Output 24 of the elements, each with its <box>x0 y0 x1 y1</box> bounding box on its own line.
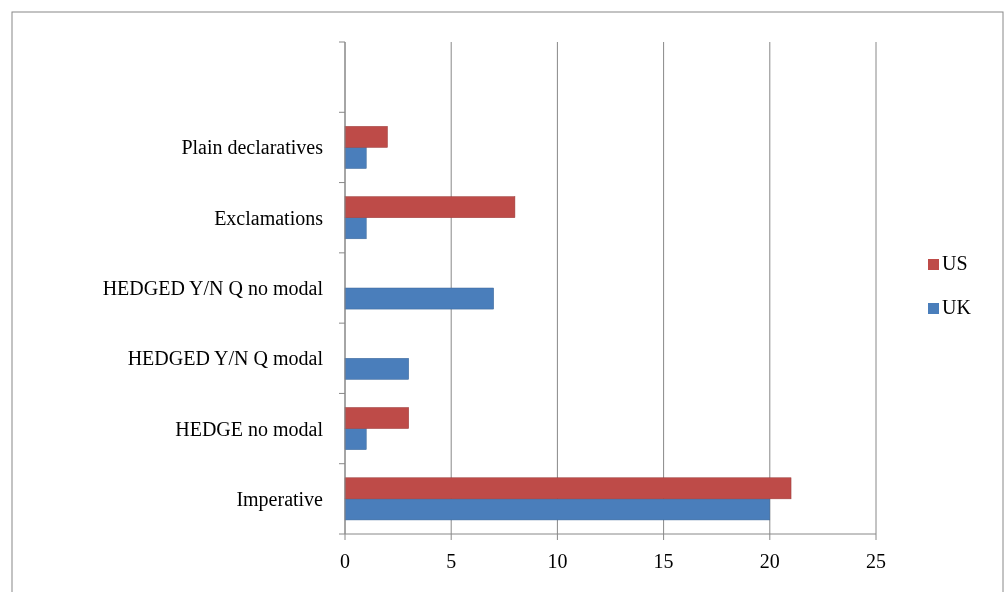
y-tick-label: Imperative <box>236 487 324 511</box>
x-tick-label: 10 <box>547 550 568 572</box>
bar <box>344 287 494 310</box>
y-tick-label: HEDGE no modal <box>175 417 324 440</box>
legend-label: UK <box>942 296 972 318</box>
x-tick-label: 5 <box>446 550 457 572</box>
bar <box>344 358 409 380</box>
bar <box>344 477 792 500</box>
bar <box>344 126 388 148</box>
x-tick-label: 25 <box>866 550 886 572</box>
y-tick-label: Exclamations <box>214 206 324 229</box>
bar <box>344 147 367 169</box>
bar <box>344 498 771 521</box>
x-tick-label: 20 <box>759 550 780 572</box>
bar <box>344 428 367 450</box>
x-tick-label: 15 <box>653 550 674 572</box>
bar <box>344 196 516 218</box>
bar <box>344 407 409 429</box>
y-tick-label: HEDGED Y/N Q modal <box>127 347 324 370</box>
legend-label: US <box>942 252 968 274</box>
y-tick-label: Plain declaratives <box>181 136 324 159</box>
bar <box>344 217 367 240</box>
y-tick-label: HEDGED Y/N Q no modal <box>102 277 324 299</box>
x-tick-label: 0 <box>340 550 350 572</box>
